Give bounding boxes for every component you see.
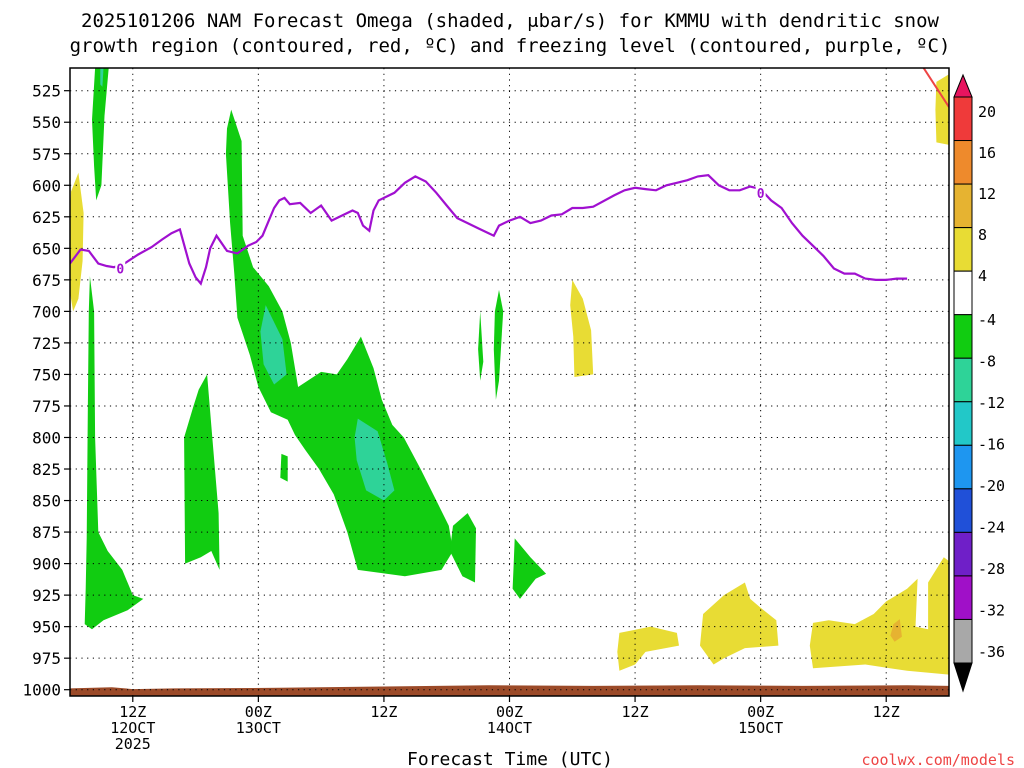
colorbar-label-12: -32 (978, 602, 1005, 620)
colorbar-bin-5 (953, 270, 973, 316)
x-tick-label-6-3: 2025 (115, 735, 151, 753)
omega-region-6 (493, 289, 504, 400)
y-tick-label-725: 725 (32, 334, 61, 353)
x-tick-label-66-1: 00Z (747, 703, 774, 721)
colorbar-bin-3 (953, 183, 973, 229)
colorbar-bin-4 (953, 227, 973, 272)
colorbar-label-8: -16 (978, 436, 1005, 454)
y-tick-label-850: 850 (32, 492, 61, 511)
colorbar-label-9: -20 (978, 477, 1005, 495)
colorbar-label-10: -24 (978, 519, 1005, 537)
dgz-contour-line (922, 68, 949, 108)
omega-region-9 (260, 305, 287, 385)
colorbar-bin-13 (953, 618, 973, 664)
y-tick-label-600: 600 (32, 176, 61, 195)
freezing-level-label-1: 0 (757, 187, 765, 202)
x-tick-label-42-2: 14OCT (487, 719, 532, 737)
colorbar-top-arrow (953, 73, 973, 98)
colorbar-label-6: -8 (978, 353, 996, 371)
omega-region-3 (225, 109, 453, 577)
y-tick-label-950: 950 (32, 618, 61, 637)
y-axis-ticks: 525 550 575 600 625 650 675 700 725 750 775 800 825 8… (22, 82, 70, 700)
y-tick-label-775: 775 (32, 397, 61, 416)
colorbar-bin-8 (953, 401, 973, 446)
colorbar-bin-2 (953, 140, 973, 185)
y-tick-label-1000: 1000 (22, 681, 61, 700)
omega-region-14 (617, 626, 679, 671)
y-tick-label-750: 750 (32, 365, 61, 384)
colorbar-bin-12 (953, 575, 973, 620)
y-tick-label-900: 900 (32, 555, 61, 574)
colorbar-bin-6 (953, 314, 973, 359)
omega-region-16 (809, 557, 949, 675)
omega-region-15 (700, 582, 779, 665)
chart-title-line2: growth region (contoured, red, ºC) and f… (70, 35, 951, 57)
y-tick-label-925: 925 (32, 586, 61, 605)
colorbar-bin-11 (953, 531, 973, 577)
y-tick-label-650: 650 (32, 239, 61, 258)
x-tick-label-78-1: 12Z (873, 703, 900, 721)
credit-text: coolwx.com/models (861, 751, 1015, 768)
x-tick-label-6-1: 12Z (119, 703, 146, 721)
colorbar-label-7: -12 (978, 394, 1005, 412)
omega-region-17 (935, 74, 949, 145)
colorbar-bottom-arrow (953, 662, 973, 693)
x-tick-label-30-1: 12Z (370, 703, 397, 721)
omega-region-10 (354, 418, 395, 501)
freezing-label-bg-1 (755, 185, 766, 199)
colorbar-label-11: -28 (978, 560, 1005, 578)
omega-region-1 (84, 276, 144, 630)
omega-region-0 (92, 68, 109, 201)
colorbar-bin-9 (953, 444, 973, 490)
y-tick-label-800: 800 (32, 428, 61, 447)
colorbar-label-3: 8 (978, 226, 987, 244)
y-tick-label-550: 550 (32, 113, 61, 132)
x-tick-label-6-2: 12OCT (110, 719, 155, 737)
colorbar-bin-7 (953, 357, 973, 403)
x-axis-label: Forecast Time (UTC) (407, 749, 613, 768)
colorbar-bin-10 (953, 488, 973, 533)
colorbar-legend: 20 16 12 8 4 -4 -8 -12 -16 -20 -24 -28 -32 -36 (953, 73, 1005, 693)
plot-clip-group: 00 (70, 68, 949, 696)
freezing-level-label-0: 0 (116, 263, 124, 278)
colorbar-label-13: -36 (978, 643, 1005, 661)
y-tick-label-675: 675 (32, 271, 61, 290)
freezing-level-line (70, 174, 908, 286)
omega-region-12 (70, 172, 84, 312)
omega-region-5 (449, 513, 476, 583)
x-tick-label-54-1: 12Z (622, 703, 649, 721)
plot-area: 00 (69, 67, 950, 697)
omega-region-18 (890, 619, 902, 642)
colorbar-label-5: -4 (978, 311, 996, 329)
colorbar-label-2: 12 (978, 185, 996, 203)
y-tick-label-525: 525 (32, 82, 61, 101)
x-tick-label-42-1: 00Z (496, 703, 523, 721)
colorbar-label-4: 4 (978, 267, 987, 285)
omega-region-4 (280, 453, 288, 482)
colorbar-label-0: 20 (978, 103, 996, 121)
x-tick-label-18-1: 00Z (245, 703, 272, 721)
y-tick-label-575: 575 (32, 145, 61, 164)
omega-region-8 (512, 538, 547, 599)
omega-region-11 (100, 68, 104, 87)
y-tick-label-875: 875 (32, 523, 61, 542)
colorbar-bin-1 (953, 96, 973, 142)
colorbar-label-1: 16 (978, 144, 996, 162)
omega-region-7 (478, 311, 484, 381)
omega-region-13 (570, 279, 594, 377)
x-tick-label-66-2: 15OCT (738, 719, 783, 737)
y-tick-label-625: 625 (32, 208, 61, 227)
y-tick-label-975: 975 (32, 649, 61, 668)
ground-surface (70, 685, 949, 696)
y-tick-label-825: 825 (32, 460, 61, 479)
x-tick-label-18-2: 13OCT (236, 719, 281, 737)
freezing-label-bg-0 (115, 261, 126, 275)
y-tick-label-700: 700 (32, 302, 61, 321)
chart-title-line1: 2025101206 NAM Forecast Omega (shaded, μ… (81, 10, 939, 32)
omega-region-2 (184, 374, 220, 570)
